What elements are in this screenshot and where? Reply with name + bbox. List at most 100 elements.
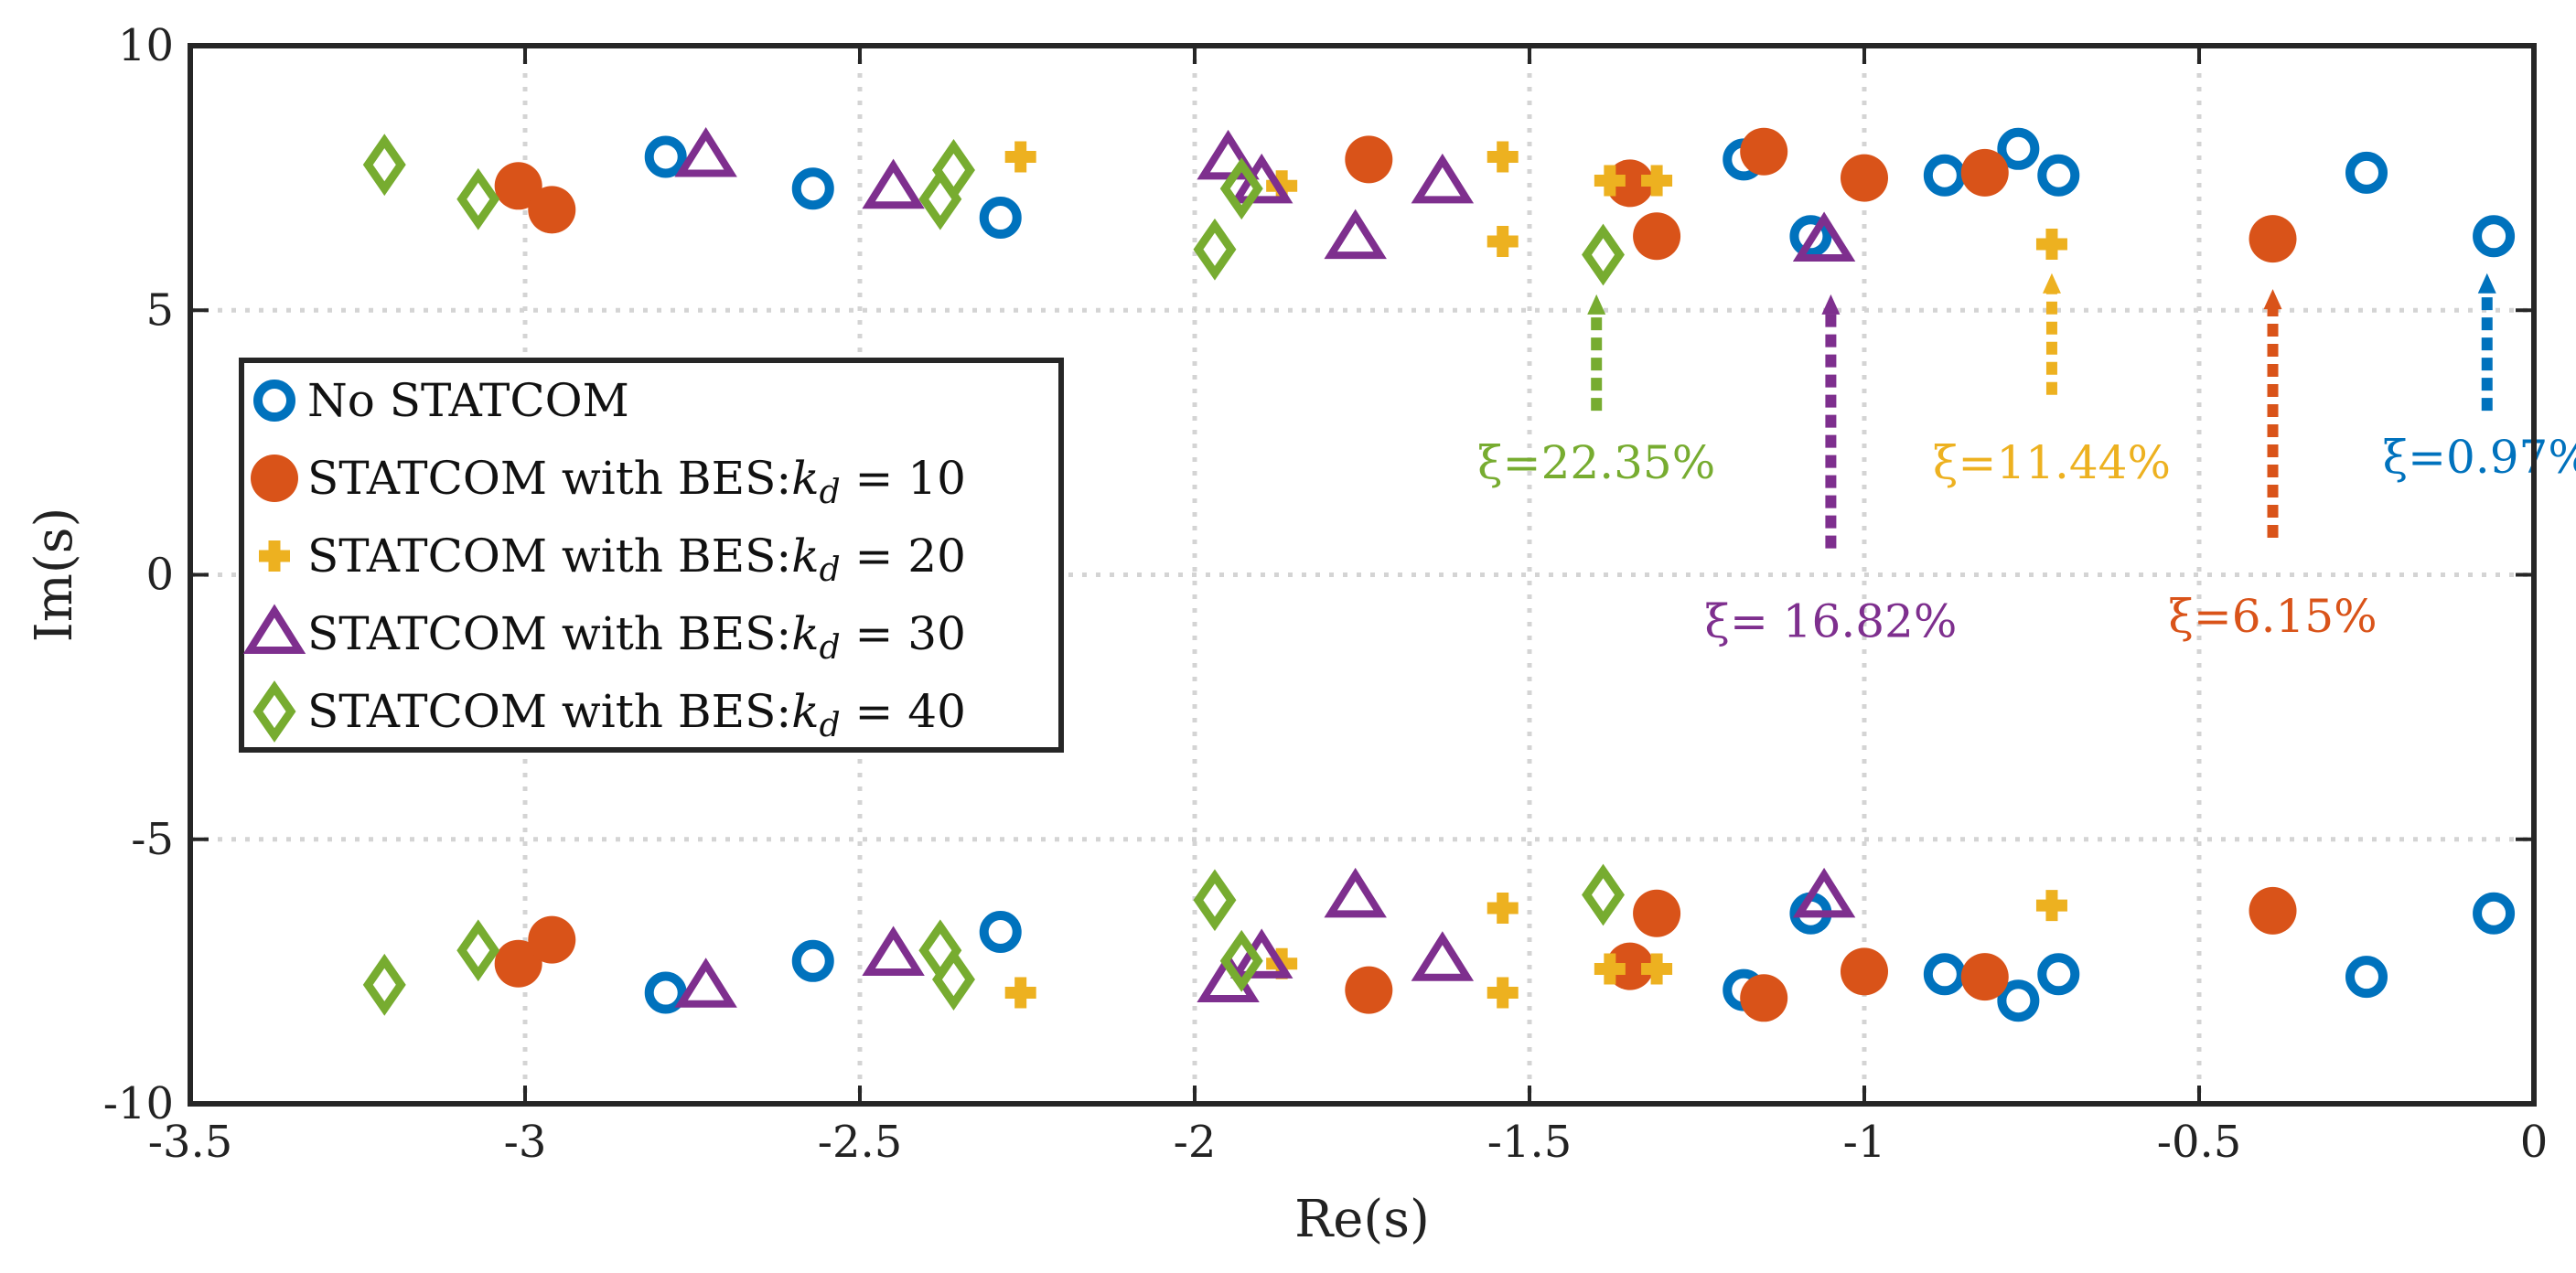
data-point [1594,953,1626,985]
data-point [1004,977,1036,1009]
data-point [1324,867,1387,918]
data-point [1633,212,1681,261]
data-point [1487,977,1519,1009]
damping-label: ξ= 16.82% [1704,595,1957,648]
damping-arrow-head [2477,273,2496,294]
legend-marker [252,680,296,743]
x-tick-label: -3 [504,1117,547,1168]
data-point [1594,165,1626,197]
legend-item: STATCOM with BES:kd = 10 [251,452,966,511]
data-point [1193,869,1237,932]
data-point [1487,226,1519,258]
data-point [494,939,542,988]
data-point [1740,974,1788,1022]
data-point [932,948,975,1011]
data-point [1792,211,1856,262]
data-point [1582,863,1625,926]
y-tick-label: -5 [131,814,174,865]
legend-marker [259,540,290,572]
legend-marker [251,455,298,502]
x-tick-label: 0 [2520,1117,2549,1168]
data-points [362,126,2516,1022]
data-point [862,158,925,209]
damping-arrow-head [1587,294,1606,315]
data-point [2035,228,2067,260]
data-point [456,919,500,982]
data-point [1923,154,1966,197]
y-tick-label: -10 [103,1078,174,1129]
damping-label: ξ=11.44% [1933,436,2171,489]
data-point [1923,953,1966,996]
legend-item: STATCOM with BES:kd = 30 [242,604,966,667]
data-point [1324,209,1387,260]
data-point [1004,141,1036,173]
legend-label: No STATCOM [307,374,629,427]
data-point [1792,867,1856,918]
damping-arrow-head [2042,273,2061,294]
axis-ticks: -3.5 -3 -2.5 -2 -1.5 -1 -0.5 0 -10 -5 0 5 10 [103,20,2549,1168]
data-point [862,925,925,977]
data-point [979,910,1022,953]
series-2 [494,127,2297,1022]
data-point [2037,953,2080,996]
y-axis-label: Im(s) [25,508,84,643]
data-point [1841,947,1888,996]
data-point [1641,953,1673,985]
data-point [644,971,687,1014]
x-tick-label: -1 [1843,1117,1886,1168]
y-tick-label: 5 [145,284,174,336]
data-point [1345,135,1393,184]
data-point [2249,886,2297,935]
legend: No STATCOM STATCOM with BES:kd = 10 STATCO… [239,358,1064,753]
damping-annotations: ξ=22.35% ξ= 16.82% ξ=11.44% ξ=6.15% ξ=0.97% [1477,273,2576,648]
series-5 [362,134,1625,1016]
data-point [1633,889,1681,937]
data-point [979,197,1022,240]
damping-annotation: ξ=0.97% [2383,273,2576,484]
damping-annotation: ξ=11.44% [1933,273,2171,489]
legend-item: No STATCOM [253,374,629,427]
data-point [528,915,576,964]
data-point [674,126,737,177]
data-point [674,957,737,1008]
data-point [1841,154,1888,202]
data-point [2345,151,2388,194]
data-point [1411,931,1475,981]
data-point [1219,929,1263,992]
data-point [362,953,406,1016]
data-point [918,167,962,230]
damping-annotation: ξ=6.15% [2168,289,2377,643]
y-tick-label: 0 [145,550,174,601]
data-point [1197,129,1260,180]
data-point [2473,892,2516,935]
x-axis-label: Re(s) [1294,1190,1430,1249]
legend-label: STATCOM with BES:kd = 40 [307,685,966,744]
legend-item: STATCOM with BES:kd = 40 [252,680,966,744]
legend-item: STATCOM with BES:kd = 20 [259,530,966,589]
data-point [2473,215,2516,258]
grid [190,46,2534,1104]
data-point [1997,979,2040,1022]
damping-annotation: ξ=22.35% [1477,294,1715,489]
legend-box [239,358,1064,753]
data-point [1345,966,1393,1014]
legend-marker [242,604,306,654]
data-point [791,167,834,210]
data-point [1997,127,2040,170]
x-tick-label: -1.5 [1487,1117,1572,1168]
data-point [456,167,500,230]
damping-label: ξ=0.97% [2383,431,2576,484]
data-point [1605,159,1654,208]
legend-label: STATCOM with BES:kd = 30 [307,607,966,667]
data-point [1789,215,1832,258]
data-point [1960,148,2009,197]
damping-arrow-head [1821,294,1841,315]
data-point [1582,223,1625,286]
legend-label: STATCOM with BES:kd = 20 [307,530,966,589]
data-point [2249,215,2297,263]
data-point [1487,141,1519,173]
legend-label: STATCOM with BES:kd = 10 [307,452,966,511]
legend-marker [253,380,295,422]
x-tick-label: -2 [1174,1117,1217,1168]
